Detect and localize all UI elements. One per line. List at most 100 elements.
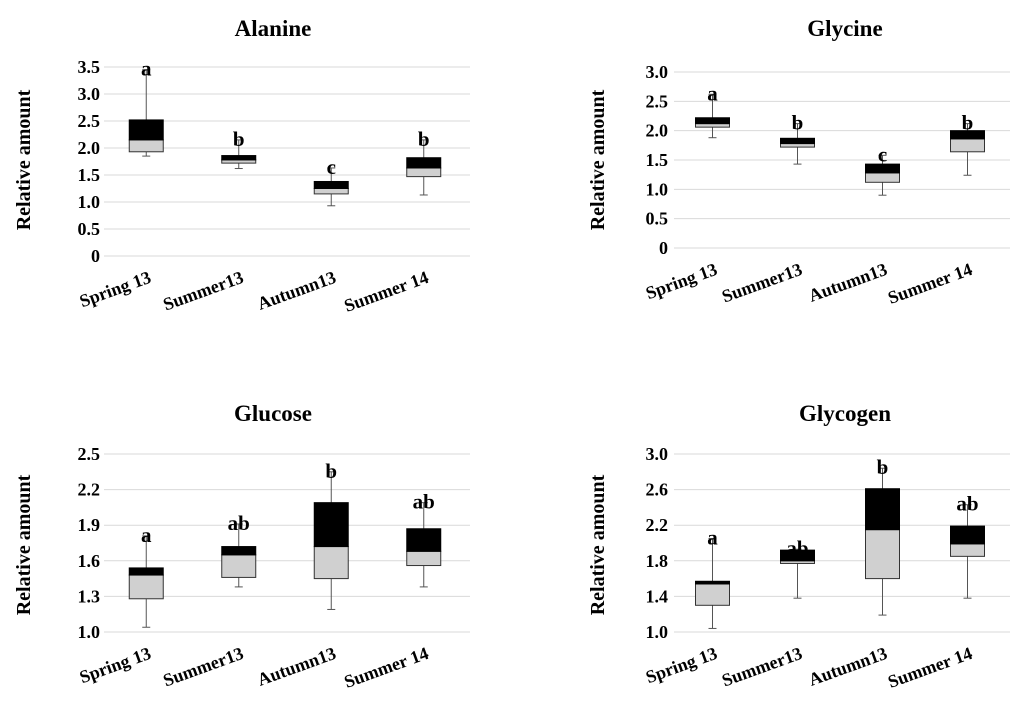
y-tick-label: 2.2 (646, 515, 669, 535)
box-3: b (406, 127, 442, 196)
significance-letter: a (707, 81, 718, 105)
box-upper-quartile (780, 549, 815, 562)
chart-title: Glycine (807, 16, 882, 41)
box-lower-quartile (313, 546, 349, 580)
box-lower-quartile (780, 143, 815, 148)
box-lower-quartile (950, 543, 985, 557)
y-tick-label: 1.4 (646, 586, 669, 606)
significance-letter: ab (786, 536, 808, 560)
box-upper-quartile (865, 163, 900, 174)
box-upper-quartile (406, 157, 442, 169)
x-tick-label: Summer 14 (885, 643, 975, 692)
significance-letter: b (418, 127, 430, 151)
box-lower-quartile (313, 188, 349, 195)
y-axis-label: Relative amount (587, 474, 609, 615)
significance-letter: a (141, 57, 152, 81)
y-tick-label: 1.9 (78, 515, 101, 535)
panel-glucose: 1.0 1.3 1.6 1.9 2.2 2.5 Glucose Relative amount… (13, 401, 470, 692)
significance-letter: b (877, 455, 889, 479)
box-upper-quartile (695, 117, 730, 125)
y-tick-label: 1.5 (646, 150, 669, 170)
significance-letter: c (878, 142, 887, 166)
box-upper-quartile (950, 525, 985, 545)
significance-letter: a (141, 523, 152, 547)
y-tick-label: 3.0 (646, 62, 669, 82)
y-tick-label: 1.3 (78, 586, 101, 606)
box-1: ab (221, 511, 257, 588)
y-tick-label: 1.0 (646, 622, 669, 642)
box-2: c (313, 155, 349, 207)
box-0: a (695, 526, 730, 629)
y-tick-label: 1.5 (78, 165, 101, 185)
box-2: c (865, 142, 900, 196)
y-tick-label: 2.5 (646, 91, 669, 111)
x-tick-label: Summer 14 (885, 259, 975, 308)
x-tick-label: Summer 14 (341, 267, 431, 316)
box-upper-quartile (313, 180, 349, 189)
significance-letter: b (962, 111, 974, 135)
chart-title: Glucose (234, 401, 312, 426)
box-0: a (695, 81, 730, 139)
x-tick-label: Summer13 (160, 643, 246, 691)
significance-letter: a (707, 526, 718, 550)
x-tick-label: Spring 13 (643, 259, 720, 303)
box-3: b (950, 111, 985, 176)
box-2: b (313, 459, 349, 610)
y-tick-label: 2.5 (78, 111, 101, 131)
box-1: b (780, 111, 815, 165)
x-tick-label: Autumn13 (255, 267, 339, 314)
x-tick-label: Spring 13 (77, 643, 154, 687)
y-tick-label: 0 (91, 246, 100, 266)
box-upper-quartile (221, 546, 257, 556)
box-lower-quartile (865, 172, 900, 183)
chart-title: Glycogen (799, 401, 891, 426)
y-tick-label: 1.8 (646, 551, 669, 571)
y-axis-label: Relative amount (587, 89, 609, 230)
box-upper-quartile (865, 488, 900, 531)
y-tick-label: 2.0 (78, 138, 101, 158)
significance-letter: c (327, 155, 336, 179)
x-tick-label: Autumn13 (806, 259, 890, 306)
x-tick-label: Autumn13 (255, 643, 339, 690)
significance-letter: b (233, 127, 245, 151)
y-tick-label: 2.0 (646, 121, 669, 141)
box-lower-quartile (950, 138, 985, 153)
y-tick-label: 1.0 (646, 179, 669, 199)
box-upper-quartile (780, 137, 815, 145)
box-2: b (865, 455, 900, 616)
box-0: a (128, 523, 164, 628)
y-tick-label: 0 (659, 238, 668, 258)
significance-letter: ab (413, 490, 435, 514)
x-tick-label: Spring 13 (77, 267, 154, 311)
y-tick-label: 3.5 (78, 57, 101, 77)
box-upper-quartile (221, 155, 257, 161)
box-upper-quartile (950, 130, 985, 140)
panel-glycine: 0 0.5 1.0 1.5 2.0 2.5 3.0 Glycine Relative amoun… (587, 16, 1010, 308)
box-0: a (128, 57, 164, 157)
box-upper-quartile (128, 567, 164, 576)
y-tick-label: 1.0 (78, 622, 101, 642)
box-lower-quartile (128, 574, 164, 600)
panel-alanine: 0 0.5 1.0 1.5 2.0 2.5 3.0 3.5 Alanine Relative am… (13, 16, 470, 316)
x-tick-label: Summer 14 (341, 643, 431, 692)
chart-title: Alanine (235, 16, 312, 41)
box-1: b (221, 127, 257, 170)
y-tick-label: 3.0 (78, 84, 101, 104)
box-upper-quartile (128, 119, 164, 141)
panel-glycogen: 1.0 1.4 1.8 2.2 2.6 3.0 Glycogen Relative amoun… (587, 401, 1010, 692)
box-lower-quartile (406, 550, 442, 567)
significance-letter: ab (956, 492, 978, 516)
box-upper-quartile (313, 502, 349, 548)
box-lower-quartile (865, 529, 900, 580)
x-tick-label: Summer13 (719, 259, 805, 307)
y-tick-label: 2.5 (78, 444, 101, 464)
significance-letter: b (325, 459, 337, 483)
y-tick-label: 3.0 (646, 444, 669, 464)
significance-letter: ab (228, 511, 250, 535)
box-lower-quartile (695, 583, 730, 606)
y-tick-label: 0.5 (78, 219, 101, 239)
x-tick-label: Spring 13 (643, 643, 720, 687)
y-tick-label: 2.2 (78, 480, 101, 500)
x-tick-label: Summer13 (719, 643, 805, 691)
